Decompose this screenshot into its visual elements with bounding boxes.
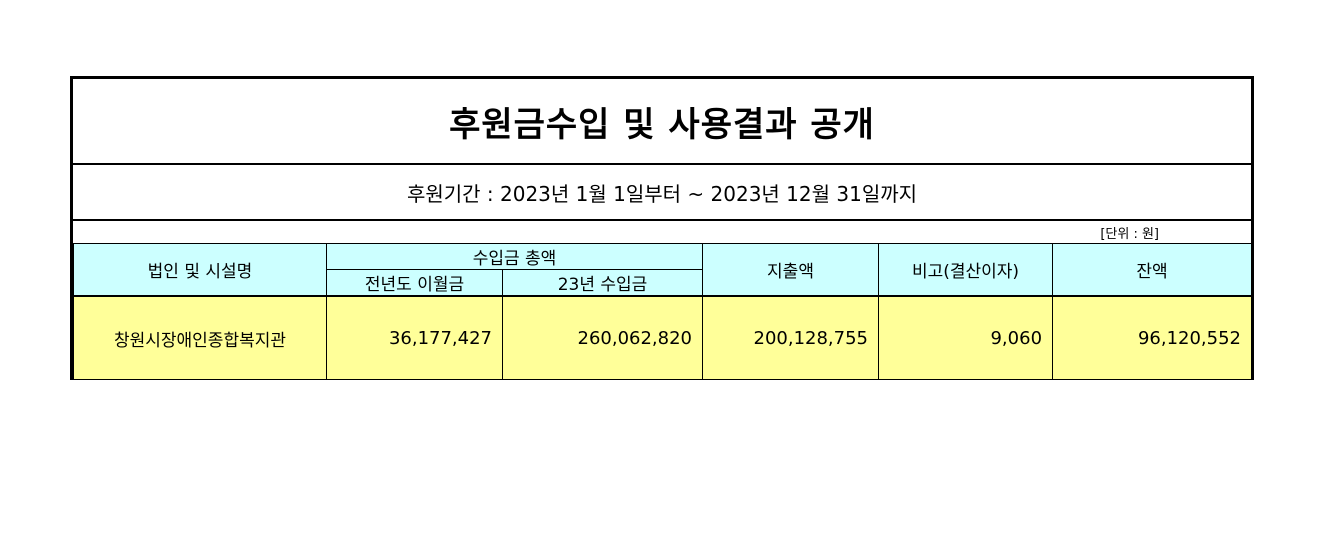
income-usage-table: 법인 및 시설명 수입금 총액 지출액 비고(결산이자) 잔액 전년도 이월금 … (73, 243, 1253, 380)
cell-remark: 9,060 (878, 295, 1054, 380)
header-income-total: 수입금 총액 (325, 243, 704, 270)
header-balance: 잔액 (1052, 243, 1253, 297)
header-row-1: 법인 및 시설명 수입금 총액 지출액 비고(결산이자) 잔액 (73, 243, 1253, 297)
unit-label: [단위 : 원] (1100, 227, 1159, 242)
sponsorship-period: 후원기간 : 2023년 1월 1일부터 ~ 2023년 12월 31일까지 (73, 165, 1251, 221)
header-expense: 지출액 (702, 243, 880, 297)
cell-income-23: 260,062,820 (501, 295, 704, 380)
table-row: 창원시장애인종합복지관 36,177,427 260,062,820 200,1… (73, 295, 1253, 380)
cell-balance: 96,120,552 (1052, 295, 1253, 380)
unit-row: [단위 : 원] (73, 221, 1251, 245)
cell-org-name: 창원시장애인종합복지관 (73, 295, 327, 380)
report-title: 후원금수입 및 사용결과 공개 (73, 79, 1251, 165)
header-org-name: 법인 및 시설명 (73, 243, 327, 297)
header-row-2: 전년도 이월금 23년 수입금 (74, 269, 1252, 297)
cell-expense: 200,128,755 (702, 295, 880, 380)
header-remark: 비고(결산이자) (878, 243, 1054, 297)
cell-carryover: 36,177,427 (326, 295, 503, 380)
report-sheet: 후원금수입 및 사용결과 공개 후원기간 : 2023년 1월 1일부터 ~ 2… (70, 76, 1254, 380)
header-carryover: 전년도 이월금 (326, 269, 503, 297)
header-income-23: 23년 수입금 (501, 269, 704, 297)
